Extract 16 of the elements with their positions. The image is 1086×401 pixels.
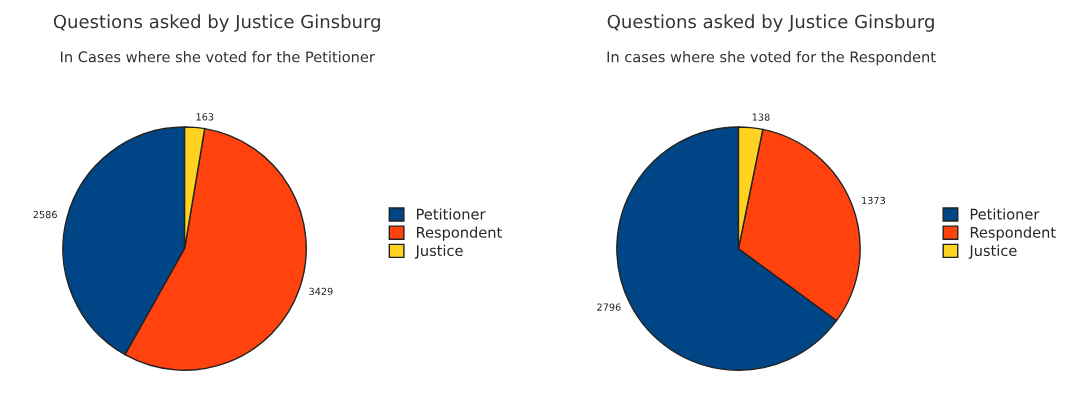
chart-subtitle: In cases where she voted for the Respondent <box>607 51 936 66</box>
legend-label: Petitioner <box>417 208 486 220</box>
data-label: 2586 <box>33 210 57 219</box>
data-label: 163 <box>196 113 214 121</box>
legend-label: Petitioner <box>970 208 1040 220</box>
chart-title: Questions asked by Justice Ginsburg <box>53 14 380 32</box>
legend-label: Justice <box>968 244 1017 259</box>
data-label: 1373 <box>862 196 886 205</box>
data-label: 2796 <box>597 303 621 311</box>
legend-label: Respondent <box>970 226 1056 241</box>
chart-subtitle: In Cases where she voted for the Petitioner <box>61 51 375 63</box>
legend-label: Justice <box>414 244 463 259</box>
legend-label: Respondent <box>417 226 502 241</box>
data-label: 3429 <box>309 287 333 296</box>
chart-title: Questions asked by Justice Ginsburg <box>607 14 934 32</box>
data-label: 138 <box>752 113 770 121</box>
